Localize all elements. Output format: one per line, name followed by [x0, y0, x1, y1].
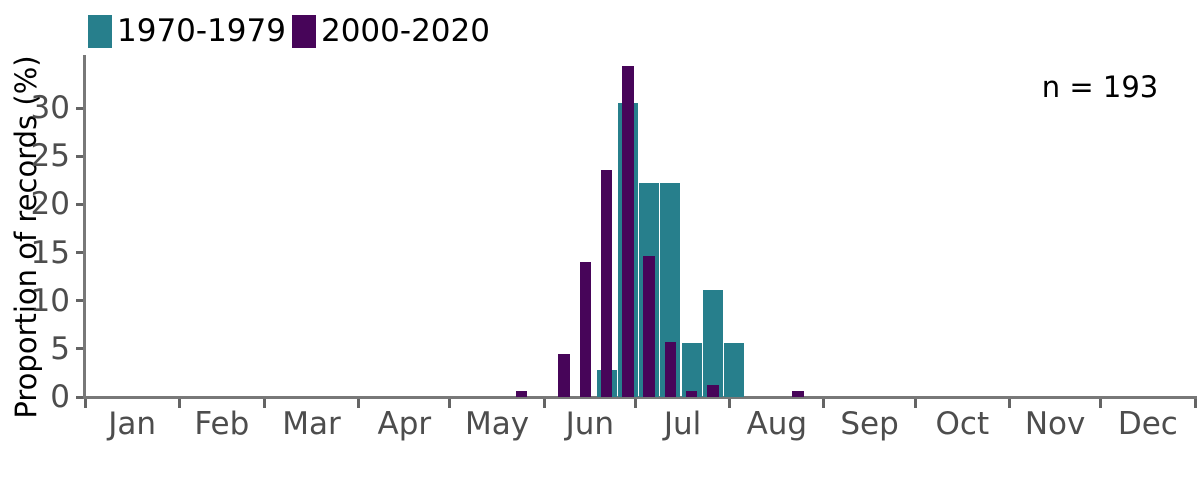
legend-item: 1970-1979: [88, 12, 286, 50]
x-tick-label: Jul: [663, 406, 702, 442]
bar-2000-2020: [622, 65, 634, 397]
legend-label: 2000-2020: [320, 13, 490, 49]
x-tick: [913, 399, 917, 408]
x-tick-label: Jun: [565, 406, 615, 442]
x-tick: [1099, 399, 1103, 408]
x-tick: [1007, 399, 1011, 408]
y-tick-label: 5: [50, 330, 70, 367]
x-tick: [1193, 399, 1197, 408]
x-tick: [357, 399, 361, 408]
y-tick: [76, 299, 83, 303]
x-tick: [262, 399, 266, 408]
bar-1970-1979: [724, 343, 745, 397]
bar-2000-2020: [685, 390, 698, 397]
x-tick: [83, 399, 87, 408]
legend-swatch-2000-2020: [291, 14, 316, 48]
y-tick: [76, 395, 83, 399]
bar-2000-2020: [664, 341, 677, 397]
legend-label: 1970-1979: [117, 13, 286, 49]
x-tick-label: Dec: [1117, 406, 1178, 442]
x-tick-label: Mar: [282, 406, 341, 442]
x-axis-line: [83, 396, 1197, 399]
y-tick-label: 15: [30, 234, 70, 271]
x-tick-label: Nov: [1024, 406, 1086, 442]
legend-swatch-1970-1979: [88, 14, 112, 48]
bar-2000-2020: [558, 354, 570, 397]
x-tick-label: Sep: [840, 406, 899, 442]
bar-2000-2020: [515, 390, 528, 397]
x-tick-label: Feb: [194, 406, 250, 442]
bar-2000-2020: [579, 262, 591, 397]
x-tick-label: Jan: [108, 406, 157, 442]
y-tick-label: 25: [30, 138, 70, 175]
y-tick: [76, 251, 83, 255]
x-tick: [177, 399, 181, 408]
legend: 1970-1979 2000-2020: [88, 12, 496, 50]
x-tick-label: May: [465, 406, 530, 442]
y-tick-label: 20: [30, 186, 70, 223]
y-tick-label: 0: [50, 379, 70, 415]
x-tick: [633, 399, 637, 408]
y-axis-line: [83, 55, 86, 399]
x-tick-label: Apr: [377, 406, 432, 442]
y-tick: [76, 347, 83, 351]
bar-1970-1979: [702, 290, 723, 397]
y-tick: [76, 154, 83, 158]
x-tick: [728, 399, 732, 408]
bar-2000-2020: [643, 255, 655, 397]
bar-1970-1979: [681, 343, 702, 397]
y-tick: [76, 202, 83, 206]
bar-2000-2020: [600, 170, 613, 397]
x-tick-label: Oct: [935, 406, 990, 442]
x-tick-label: Aug: [746, 406, 808, 442]
x-tick: [448, 399, 452, 408]
x-tick: [822, 399, 826, 408]
y-tick: [76, 106, 83, 110]
x-tick: [542, 399, 546, 408]
y-tick-label: 30: [30, 90, 70, 127]
bar-2000-2020: [707, 384, 719, 397]
legend-item: 2000-2020: [291, 12, 490, 50]
sample-size-annotation: n = 193: [1041, 70, 1159, 104]
bar-2000-2020: [792, 390, 804, 397]
y-tick-label: 10: [30, 282, 70, 319]
